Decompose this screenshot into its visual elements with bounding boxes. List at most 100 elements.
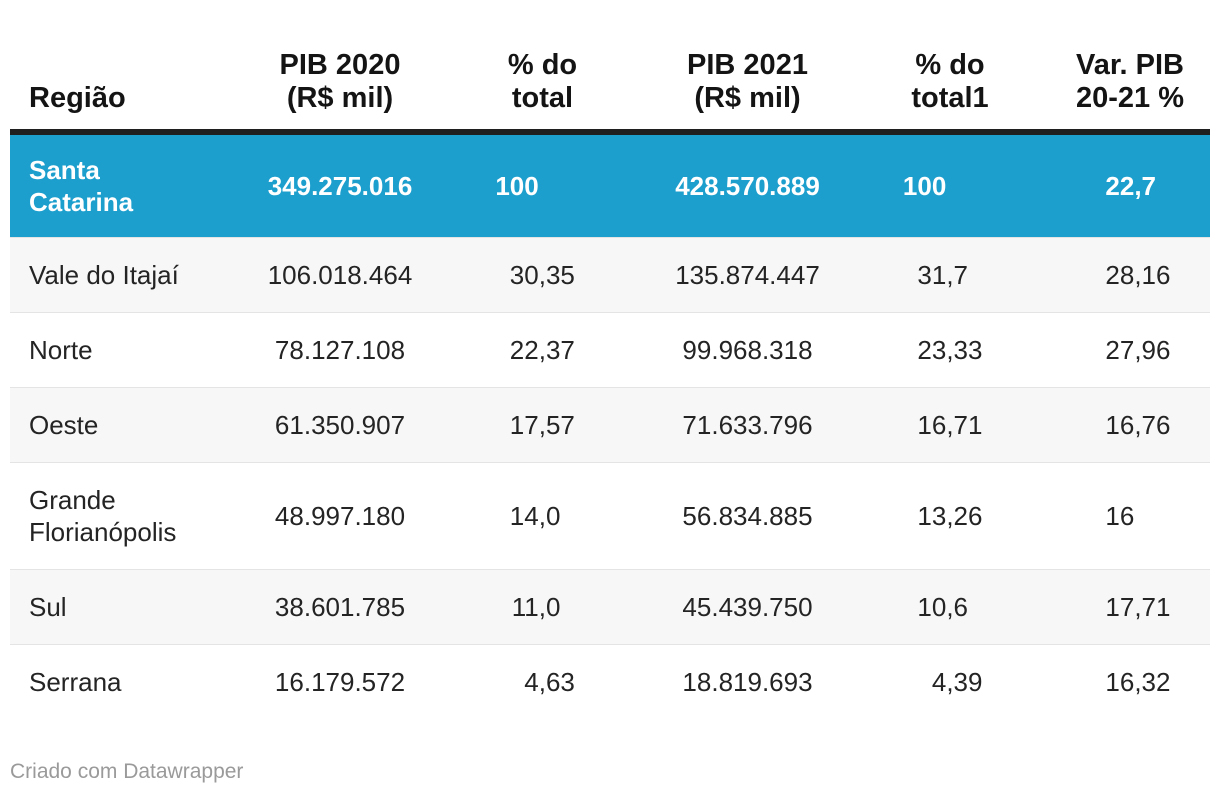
cell-pct-2020: 14,0 xyxy=(440,463,645,570)
column-header-regiao: Região xyxy=(10,0,240,135)
attribution-footer: Criado com Datawrapper xyxy=(10,759,1210,784)
cell-var-pib: 16 xyxy=(1050,463,1210,570)
cell-pct-2021: 100 xyxy=(850,132,1050,238)
value-fraction-part: ,0 xyxy=(538,592,561,622)
value-fraction-part: ,37 xyxy=(538,335,575,365)
value-fraction-part: ,57 xyxy=(538,410,575,440)
cell-region: Grande Florianópolis xyxy=(29,485,177,547)
table-body: Santa Catarina 349.275.016 100 428.570.8… xyxy=(10,132,1210,719)
cell-pib-2021: 18.819.693 xyxy=(682,667,813,697)
cell-var-pib: 17,71 xyxy=(1050,570,1210,645)
table-row-vale-do-itajai: Vale do Itajaí 106.018.464 30,35 135.874… xyxy=(10,237,1210,313)
value-integer-part: 30 xyxy=(509,260,539,290)
cell-pib-2021: 99.968.318 xyxy=(682,335,813,365)
value-integer-part: 27 xyxy=(1105,335,1135,365)
value-integer-part: 17 xyxy=(509,410,539,440)
value-integer-part: 17 xyxy=(1105,592,1135,622)
datawrapper-link[interactable]: Datawrapper xyxy=(123,760,244,783)
value-integer-part: 16 xyxy=(1105,667,1135,697)
cell-pct-2021: 10,6 xyxy=(850,570,1050,645)
cell-pib-2021: 71.633.796 xyxy=(682,410,813,440)
cell-pib-2020: 16.179.572 xyxy=(274,667,406,697)
cell-pib-2021: 45.439.750 xyxy=(682,592,813,622)
cell-pib-2020: 61.350.907 xyxy=(274,410,406,440)
column-header-var-pib: Var. PIB 20-21 % xyxy=(1050,0,1210,135)
value-integer-part: 100 xyxy=(902,171,947,201)
column-header-pct-total-2020: % do total xyxy=(440,0,645,135)
cell-region: Sul xyxy=(29,592,67,622)
cell-pib-2020: 48.997.180 xyxy=(274,501,406,531)
value-integer-part: 100 xyxy=(495,171,539,201)
value-fraction-part: ,39 xyxy=(946,667,983,697)
cell-pib-2021: 135.874.447 xyxy=(675,260,820,290)
cell-pib-2020: 349.275.016 xyxy=(267,171,413,201)
table-row-santa-catarina: Santa Catarina 349.275.016 100 428.570.8… xyxy=(10,132,1210,238)
attribution-text: Criado com xyxy=(10,760,124,783)
value-fraction-part: ,16 xyxy=(1134,260,1171,290)
value-integer-part: 13 xyxy=(917,501,947,531)
table-row-oeste: Oeste 61.350.907 17,57 71.633.796 16,71 … xyxy=(10,387,1210,463)
value-integer-part: 16 xyxy=(1105,501,1135,531)
table-header: Região PIB 2020 (R$ mil) % do total PIB … xyxy=(10,0,1210,135)
cell-var-pib: 16,32 xyxy=(1050,645,1210,720)
table-row-grande-florianopolis: Grande Florianópolis 48.997.180 14,0 56.… xyxy=(10,462,1210,570)
value-integer-part: 10 xyxy=(917,592,947,622)
table-row-serrana: Serrana 16.179.572 4,63 18.819.693 4,39 … xyxy=(10,644,1210,720)
cell-region: Oeste xyxy=(29,410,99,440)
value-integer-part: 14 xyxy=(509,501,539,531)
cell-var-pib: 28,16 xyxy=(1050,238,1210,313)
value-integer-part: 22 xyxy=(1105,171,1135,201)
cell-pct-2020: 30,35 xyxy=(440,238,645,313)
cell-region: Norte xyxy=(29,335,93,365)
header-row: Região PIB 2020 (R$ mil) % do total PIB … xyxy=(10,0,1210,135)
value-fraction-part: ,32 xyxy=(1134,667,1171,697)
value-integer-part: 31 xyxy=(917,260,947,290)
cell-var-pib: 16,76 xyxy=(1050,388,1210,463)
value-integer-part: 11 xyxy=(511,592,539,622)
value-fraction-part: ,71 xyxy=(1134,592,1171,622)
cell-pct-2020: 17,57 xyxy=(440,388,645,463)
cell-pct-2020: 22,37 xyxy=(440,313,645,388)
column-header-pib-2021: PIB 2021 (R$ mil) xyxy=(645,0,850,135)
value-fraction-part: ,35 xyxy=(538,260,575,290)
cell-pct-2021: 23,33 xyxy=(850,313,1050,388)
cell-var-pib: 27,96 xyxy=(1050,313,1210,388)
cell-pib-2020: 38.601.785 xyxy=(274,592,406,622)
table-row-sul: Sul 38.601.785 11,0 45.439.750 10,6 17,7… xyxy=(10,569,1210,645)
value-fraction-part: ,63 xyxy=(538,667,575,697)
cell-pct-2021: 31,7 xyxy=(850,238,1050,313)
value-integer-part: 28 xyxy=(1105,260,1135,290)
cell-pib-2020: 106.018.464 xyxy=(267,260,413,290)
cell-pct-2020: 4,63 xyxy=(440,645,645,720)
cell-var-pib: 22,7 xyxy=(1050,132,1210,238)
cell-region: Santa Catarina xyxy=(29,155,134,217)
value-fraction-part: ,33 xyxy=(946,335,983,365)
cell-pct-2020: 11,0 xyxy=(440,570,645,645)
pib-regions-table: Região PIB 2020 (R$ mil) % do total PIB … xyxy=(10,0,1210,719)
column-header-pct-total-2021: % do total1 xyxy=(850,0,1050,135)
cell-region: Serrana xyxy=(29,667,122,697)
cell-pct-2020: 100 xyxy=(440,132,645,238)
value-integer-part: 4 xyxy=(524,667,539,697)
value-integer-part: 23 xyxy=(917,335,947,365)
value-fraction-part: ,76 xyxy=(1134,410,1171,440)
value-integer-part: 16 xyxy=(917,410,947,440)
cell-pct-2021: 16,71 xyxy=(850,388,1050,463)
table-row-norte: Norte 78.127.108 22,37 99.968.318 23,33 … xyxy=(10,312,1210,388)
cell-region: Vale do Itajaí xyxy=(29,260,179,290)
cell-pib-2021: 56.834.885 xyxy=(682,501,813,531)
value-fraction-part: ,0 xyxy=(538,501,561,531)
value-integer-part: 22 xyxy=(509,335,539,365)
value-fraction-part: ,96 xyxy=(1134,335,1171,365)
value-fraction-part: ,7 xyxy=(946,260,968,290)
value-integer-part: 4 xyxy=(931,667,947,697)
value-fraction-part: ,71 xyxy=(946,410,983,440)
value-fraction-part: ,7 xyxy=(1134,171,1156,201)
cell-pct-2021: 13,26 xyxy=(850,463,1050,570)
value-fraction-part: ,26 xyxy=(946,501,983,531)
cell-pib-2020: 78.127.108 xyxy=(274,335,406,365)
cell-pct-2021: 4,39 xyxy=(850,645,1050,720)
value-integer-part: 16 xyxy=(1105,410,1135,440)
column-header-pib-2020: PIB 2020 (R$ mil) xyxy=(240,0,440,135)
